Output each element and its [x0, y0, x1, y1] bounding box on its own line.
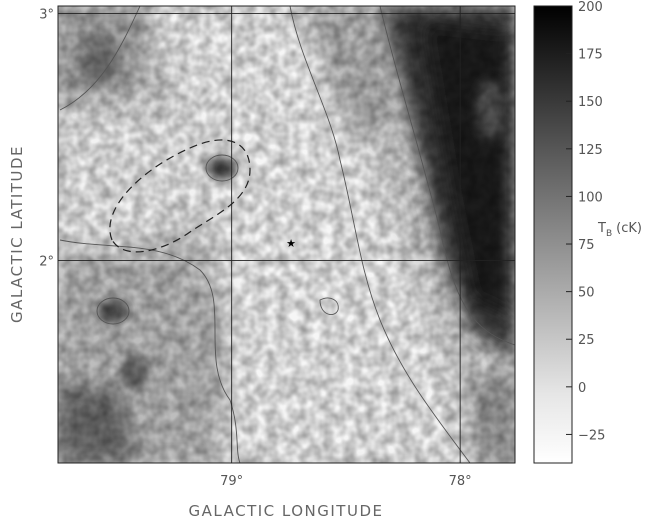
x-tick-label: 79° [220, 474, 243, 489]
chart-marks: 79° 78° 3° 2° ★ [39, 7, 471, 489]
grid-lines [58, 6, 515, 463]
colorbar-tick-label: 175 [578, 48, 603, 63]
colorbar-tick-label: −25 [578, 428, 605, 443]
plot-frame [57, 5, 516, 464]
colorbar-tick-label: 125 [578, 143, 603, 158]
svg-text:TB(cK): TB (cK) [597, 221, 642, 239]
x-axis-title: GALACTIC LONGITUDE [189, 502, 384, 520]
colorbar-tick-label: 75 [578, 238, 595, 253]
colorbar-ticks: 200 175 150 125 100 75 50 25 0 −25 [566, 0, 605, 443]
colorbar-tick-label: 100 [578, 190, 603, 205]
y-tick-label: 3° [39, 7, 54, 22]
colorbar-tick-label: 150 [578, 95, 603, 110]
y-axis-title: GALACTIC LATITUDE [8, 145, 26, 323]
colorbar-label-main: T [597, 221, 606, 236]
colorbar-tick-label: 0 [578, 381, 586, 396]
colorbar-label: TB (cK) [597, 221, 642, 239]
colorbar-tick-label: 200 [578, 0, 603, 15]
colorbar-label-unit: (cK) [616, 221, 642, 236]
dashed-ellipse-region [109, 139, 251, 253]
colorbar [533, 5, 573, 464]
y-tick-label: 2° [39, 254, 54, 269]
colorbar-label-sub: B [606, 229, 612, 239]
star-marker: ★ [286, 237, 296, 250]
x-tick-label: 78° [449, 474, 472, 489]
colorbar-tick-label: 50 [578, 286, 595, 301]
colorbar-tick-label: 25 [578, 333, 595, 348]
heatmap-image [58, 6, 515, 463]
